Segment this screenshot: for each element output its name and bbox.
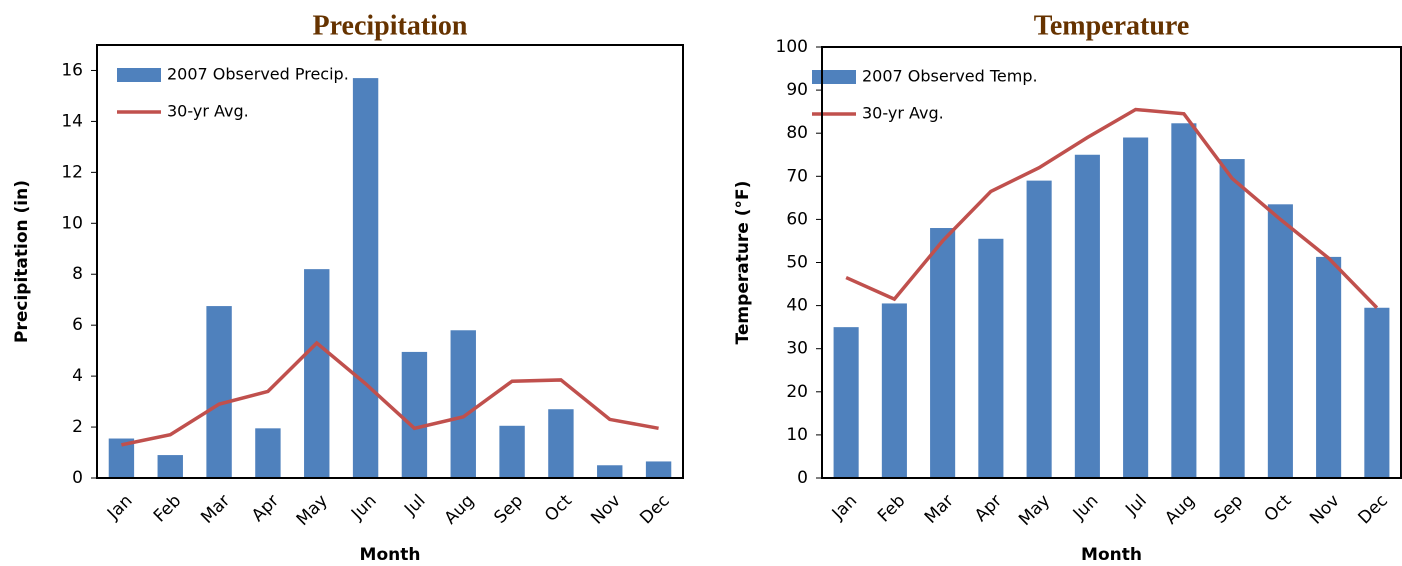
legend-label: 30-yr Avg. <box>862 104 944 123</box>
plot-frame <box>96 44 684 479</box>
chart-title: Precipitation <box>312 10 467 41</box>
x-tick-label: May <box>293 491 332 530</box>
x-tick-label: Jul <box>400 491 429 520</box>
y-tick-label: 80 <box>786 123 808 143</box>
y-tick-label: 0 <box>797 468 808 488</box>
line <box>845 107 1379 309</box>
y-tick-label: 6 <box>72 315 83 335</box>
bar <box>1364 307 1390 478</box>
y-tick-label: 30 <box>786 339 808 359</box>
x-tick-label: Jun <box>1069 491 1103 525</box>
x-tick-label: Jul <box>1121 491 1150 520</box>
bar <box>1171 123 1197 479</box>
bar <box>645 461 672 478</box>
y-tick-label: 40 <box>786 296 808 316</box>
bar <box>881 303 907 478</box>
x-tick-label: Oct <box>541 491 576 526</box>
x-tick-label: Nov <box>587 491 625 529</box>
y-tick-label: 14 <box>61 111 83 131</box>
bar <box>1267 204 1293 478</box>
bar <box>499 425 525 478</box>
y-tick-label: 2 <box>72 417 83 437</box>
x-tick-label: Jun <box>347 491 381 525</box>
bar <box>255 428 281 478</box>
plot-frame <box>821 46 1402 479</box>
x-tick-label: Aug <box>1161 491 1199 529</box>
x-tick-label: Feb <box>150 491 185 526</box>
y-tick-label: 0 <box>72 468 83 488</box>
chart-title: Temperature <box>1034 10 1190 41</box>
bar <box>930 228 956 478</box>
bar <box>352 78 379 479</box>
legend-swatch <box>117 68 161 82</box>
bar <box>833 327 859 478</box>
bar <box>978 238 1004 478</box>
y-tick-label: 50 <box>786 253 808 273</box>
bar <box>1219 159 1245 478</box>
bar <box>206 306 232 478</box>
legend-label: 2007 Observed Temp. <box>862 67 1038 86</box>
y-tick-label: 4 <box>72 366 83 386</box>
y-axis-title: Precipitation (in) <box>12 180 32 343</box>
x-tick-label: May <box>1015 491 1054 530</box>
y-tick-label: 100 <box>776 37 808 57</box>
x-tick-label: Dec <box>636 491 673 528</box>
x-tick-label: Apr <box>971 491 1006 526</box>
x-tick-label: Apr <box>248 491 283 526</box>
y-axis-title: Temperature (°F) <box>733 181 753 345</box>
x-tick-label: Mar <box>921 491 958 528</box>
x-tick-label: Oct <box>1261 491 1296 526</box>
y-tick-label: 70 <box>786 166 808 186</box>
bar <box>548 409 574 478</box>
legend-swatch <box>812 70 856 84</box>
bar <box>1074 154 1100 478</box>
x-axis-title: Month <box>360 545 421 565</box>
x-tick-label: Jan <box>103 491 136 524</box>
y-tick-label: 20 <box>786 382 808 402</box>
line <box>121 340 659 447</box>
x-axis-title: Month <box>1081 545 1142 565</box>
legend-label: 2007 Observed Precip. <box>167 65 349 84</box>
y-tick-label: 60 <box>786 209 808 229</box>
y-tick-label: 16 <box>61 60 83 80</box>
bar <box>304 269 330 478</box>
bar <box>157 455 183 478</box>
y-tick-label: 90 <box>786 80 808 100</box>
x-tick-label: Mar <box>197 491 234 528</box>
bar <box>1316 256 1342 478</box>
y-tick-label: 10 <box>786 425 808 445</box>
x-tick-label: Nov <box>1306 491 1344 529</box>
y-tick-label: 10 <box>61 213 83 233</box>
y-tick-label: 8 <box>72 264 83 284</box>
y-tick-label: 12 <box>61 162 83 182</box>
x-tick-label: Dec <box>1355 491 1392 528</box>
bar <box>108 438 135 478</box>
x-tick-label: Sep <box>490 491 527 528</box>
bar <box>1026 180 1052 479</box>
bar <box>450 330 476 478</box>
x-tick-label: Aug <box>441 491 479 529</box>
bar <box>401 351 428 478</box>
bar <box>1123 137 1149 478</box>
x-tick-label: Feb <box>874 491 909 526</box>
x-tick-label: Sep <box>1210 491 1247 528</box>
bar <box>597 465 623 478</box>
x-tick-label: Jan <box>828 491 861 524</box>
legend-label: 30-yr Avg. <box>167 102 249 121</box>
